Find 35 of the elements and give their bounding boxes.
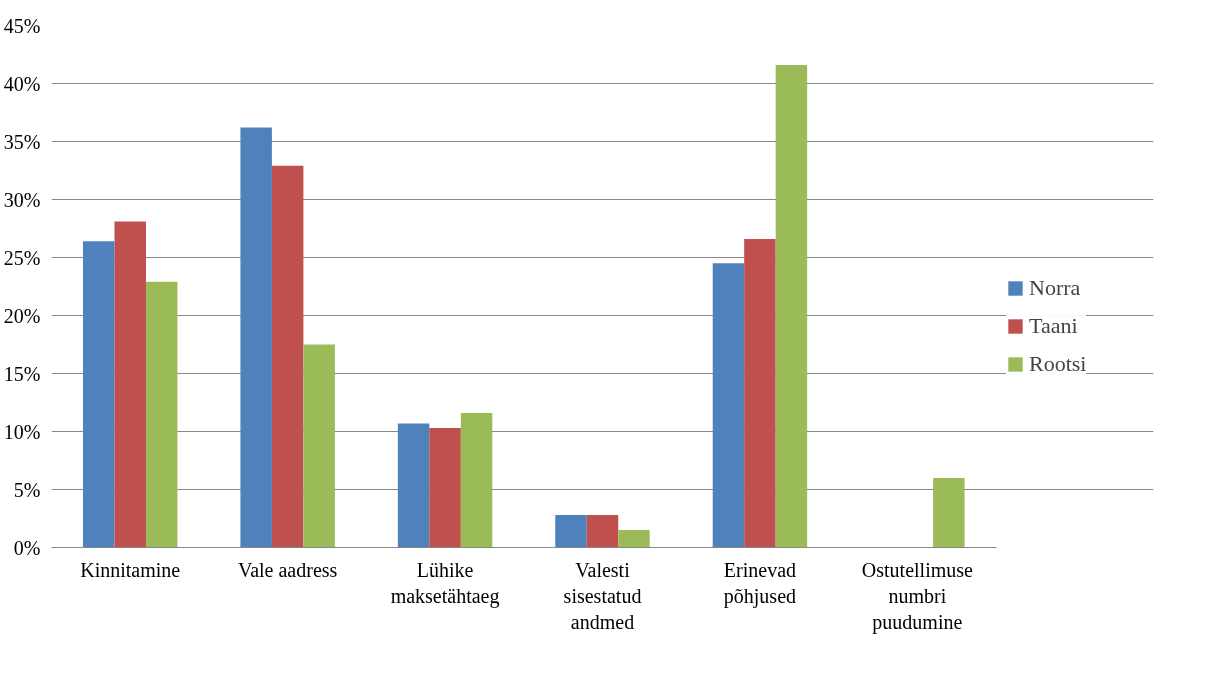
y-tick-label: 5% [13,478,41,501]
bar [712,263,745,548]
legend-label: Rootsi [1029,351,1087,377]
bar [744,238,776,548]
bar [303,344,335,548]
bar [775,64,808,548]
y-tick-label: 35% [3,130,41,153]
x-tick-label: Valesti sisestatud andmed [563,558,642,634]
bar [429,428,461,548]
y-tick-label: 40% [3,72,41,95]
bar [240,127,272,548]
x-tick-label: Vale aadress [237,558,338,581]
bar [555,515,587,548]
bar [145,281,178,548]
x-tick-label: Lühike maksetähtaeg [390,558,500,608]
y-tick-label: 45% [3,14,41,37]
x-tick-label: Kinnitamine [80,558,181,581]
y-tick-label: 30% [3,188,41,211]
legend-label: Taani [1029,313,1078,339]
y-tick-label: 0% [13,536,41,559]
bar [933,477,965,548]
bar [618,530,650,548]
bar [460,412,493,548]
bar [82,241,115,548]
y-tick-label: 15% [3,362,41,385]
y-tick-label: 20% [3,304,41,327]
x-tick-label: Ostutellimuse numbri puudumine [861,558,974,635]
legend-label: Norra [1029,275,1081,301]
bar [586,515,619,548]
y-tick-label: 25% [3,246,41,269]
x-tick-label: Erinevad põhjused [723,558,797,608]
y-tick-label: 10% [3,420,41,443]
bar [397,423,430,548]
bar [114,221,146,548]
bar [271,165,304,548]
